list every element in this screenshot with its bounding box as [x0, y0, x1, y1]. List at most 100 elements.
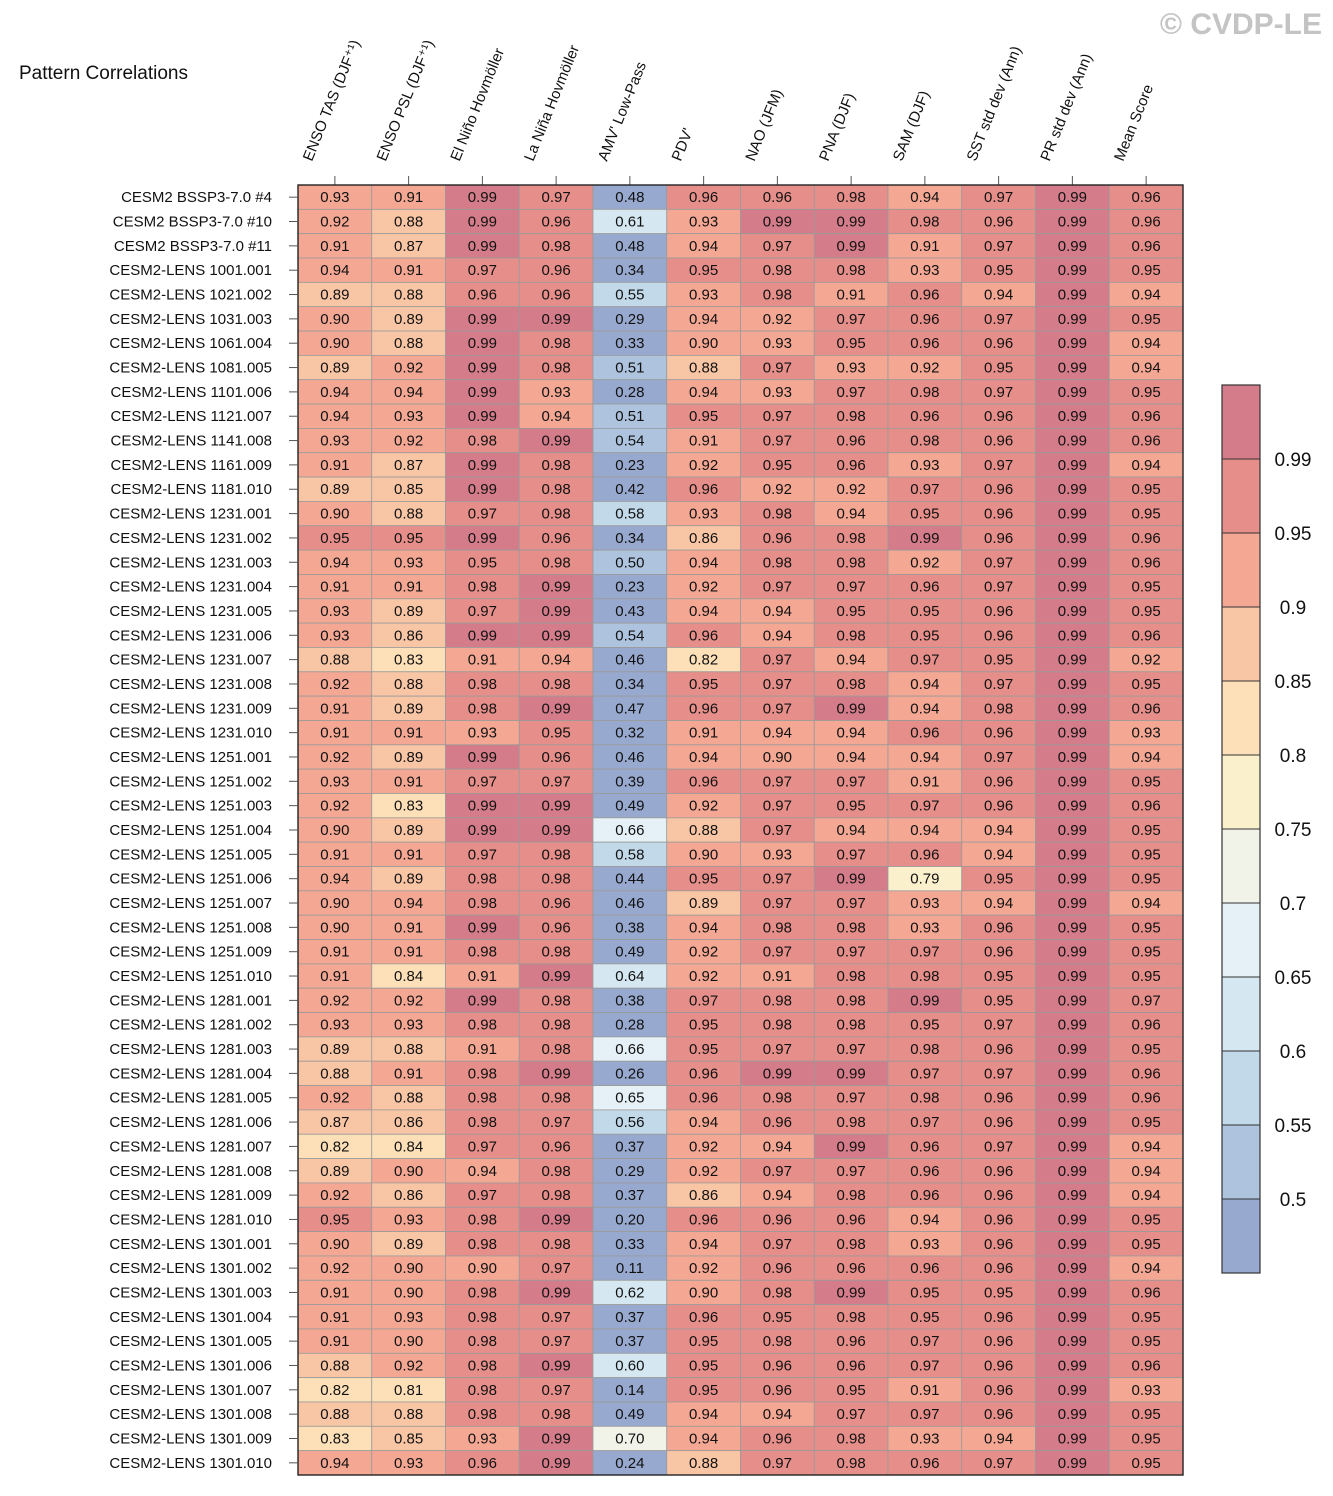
cell-value-label: 0.99: [1058, 652, 1087, 669]
heatmap-cell: [297, 939, 373, 965]
cell-value-label: 0.96: [689, 189, 718, 206]
cell-value-label: 0.91: [320, 846, 349, 863]
cell-value-label: 0.94: [689, 554, 718, 571]
cell-value-label: 0.96: [689, 773, 718, 790]
heatmap-cell: [666, 1401, 741, 1427]
heatmap-cell: [1108, 1328, 1184, 1354]
cell-value-label: 0.99: [1058, 481, 1087, 498]
heatmap-cell: [1108, 695, 1184, 721]
cell-value-label: 0.92: [320, 992, 349, 1009]
heatmap-cell: [813, 1036, 889, 1062]
cell-value-label: 0.62: [615, 1284, 644, 1301]
cell-value-label: 0.79: [910, 871, 939, 888]
heatmap-cell: [813, 549, 889, 575]
cell-value-label: 0.99: [542, 311, 571, 328]
colorbar-swatch: [1222, 903, 1260, 977]
heatmap-cell: [1108, 914, 1184, 940]
heatmap-cell: [297, 598, 373, 624]
cell-value-label: 0.64: [615, 968, 644, 985]
heatmap-cell: [1108, 671, 1184, 697]
cell-value-label: 0.98: [468, 1114, 497, 1131]
cell-value-label: 0.97: [1132, 992, 1161, 1009]
heatmap-cell: [961, 647, 1036, 673]
heatmap-cell: [961, 281, 1036, 308]
cell-value-label: 0.97: [837, 1163, 866, 1180]
heatmap-cell: [1108, 793, 1184, 819]
cell-value-label: 0.89: [689, 895, 718, 912]
cell-value-label: 0.99: [763, 1065, 792, 1082]
cell-value-label: 0.96: [910, 1138, 939, 1155]
heatmap-cell: [666, 306, 741, 332]
row-label: CESM2-LENS 1301.001: [109, 1236, 272, 1253]
heatmap-cell: [1035, 793, 1110, 819]
heatmap-cell: [961, 208, 1036, 235]
cell-value-label: 0.93: [320, 603, 349, 620]
heatmap-cell: [666, 1279, 741, 1306]
heatmap-cell: [371, 671, 446, 697]
cell-value-label: 0.98: [837, 992, 866, 1009]
heatmap-cell: [297, 1012, 373, 1038]
heatmap-cell: [297, 1158, 373, 1184]
cell-value-label: 0.97: [763, 895, 792, 912]
cell-value-label: 0.97: [910, 944, 939, 961]
cell-value-label: 0.94: [984, 895, 1013, 912]
cell-value-label: 0.98: [837, 627, 866, 644]
cell-value-label: 0.28: [615, 1017, 644, 1034]
heatmap-cell: [371, 1133, 446, 1159]
heatmap-cell: [518, 1352, 594, 1379]
heatmap-cell: [592, 549, 668, 575]
cell-value-label: 0.90: [394, 1333, 423, 1350]
heatmap-cell: [445, 939, 520, 965]
cell-value-label: 0.95: [1132, 676, 1161, 693]
heatmap-cell: [518, 914, 594, 940]
cell-value-label: 0.96: [984, 335, 1013, 352]
cell-value-label: 0.90: [320, 506, 349, 523]
cell-value-label: 0.96: [1132, 214, 1161, 231]
cell-value-label: 0.48: [615, 189, 644, 206]
row-label: CESM2-LENS 1301.002: [109, 1260, 272, 1277]
cell-value-label: 0.91: [468, 1041, 497, 1058]
cell-value-label: 0.84: [394, 1138, 423, 1155]
row-label: CESM2-LENS 1301.007: [109, 1382, 272, 1399]
heatmap-cell: [887, 744, 963, 770]
heatmap-cell: [518, 963, 594, 989]
cell-value-label: 0.96: [763, 1211, 792, 1228]
cell-value-label: 0.97: [910, 1114, 939, 1131]
cell-value-label: 0.94: [689, 311, 718, 328]
heatmap-cell: [813, 647, 889, 673]
cell-value-label: 0.99: [1058, 1163, 1087, 1180]
colorbar-frame: [1221, 384, 1261, 1274]
cell-value-label: 0.96: [468, 287, 497, 304]
cell-value-label: 0.99: [1058, 1382, 1087, 1399]
heatmap-cell: [1108, 1012, 1184, 1038]
heatmap-cell: [666, 1085, 741, 1111]
cell-value-label: 0.96: [910, 311, 939, 328]
cell-value-label: 0.29: [615, 1163, 644, 1180]
cell-value-label: 0.99: [763, 214, 792, 231]
cell-value-label: 0.82: [320, 1382, 349, 1399]
cell-value-label: 0.95: [910, 506, 939, 523]
cell-value-label: 0.97: [542, 189, 571, 206]
colorbar-label: 0.85: [1275, 672, 1312, 693]
heatmap-cell: [371, 501, 446, 527]
heatmap-cell: [371, 1060, 446, 1086]
cell-value-label: 0.93: [910, 919, 939, 936]
heatmap-cell: [813, 1231, 889, 1257]
cell-value-label: 0.91: [689, 725, 718, 742]
cell-value-label: 0.94: [1132, 1163, 1161, 1180]
cell-value-label: 0.95: [984, 1284, 1013, 1301]
cell-value-label: 0.96: [984, 1333, 1013, 1350]
cell-value-label: 0.97: [910, 1333, 939, 1350]
cell-value-label: 0.96: [984, 627, 1013, 644]
heatmap-cell: [887, 963, 963, 989]
cell-value-label: 0.98: [468, 700, 497, 717]
heatmap-cell: [961, 793, 1036, 819]
cell-value-label: 0.96: [910, 1187, 939, 1204]
cell-value-label: 0.93: [1132, 1382, 1161, 1399]
heatmap-cell: [887, 403, 963, 429]
cell-value-label: 0.96: [763, 530, 792, 547]
heatmap-cell: [297, 1279, 373, 1306]
heatmap-cell: [445, 1255, 520, 1281]
cell-value-label: 0.92: [689, 798, 718, 815]
cell-value-label: 0.88: [689, 822, 718, 839]
